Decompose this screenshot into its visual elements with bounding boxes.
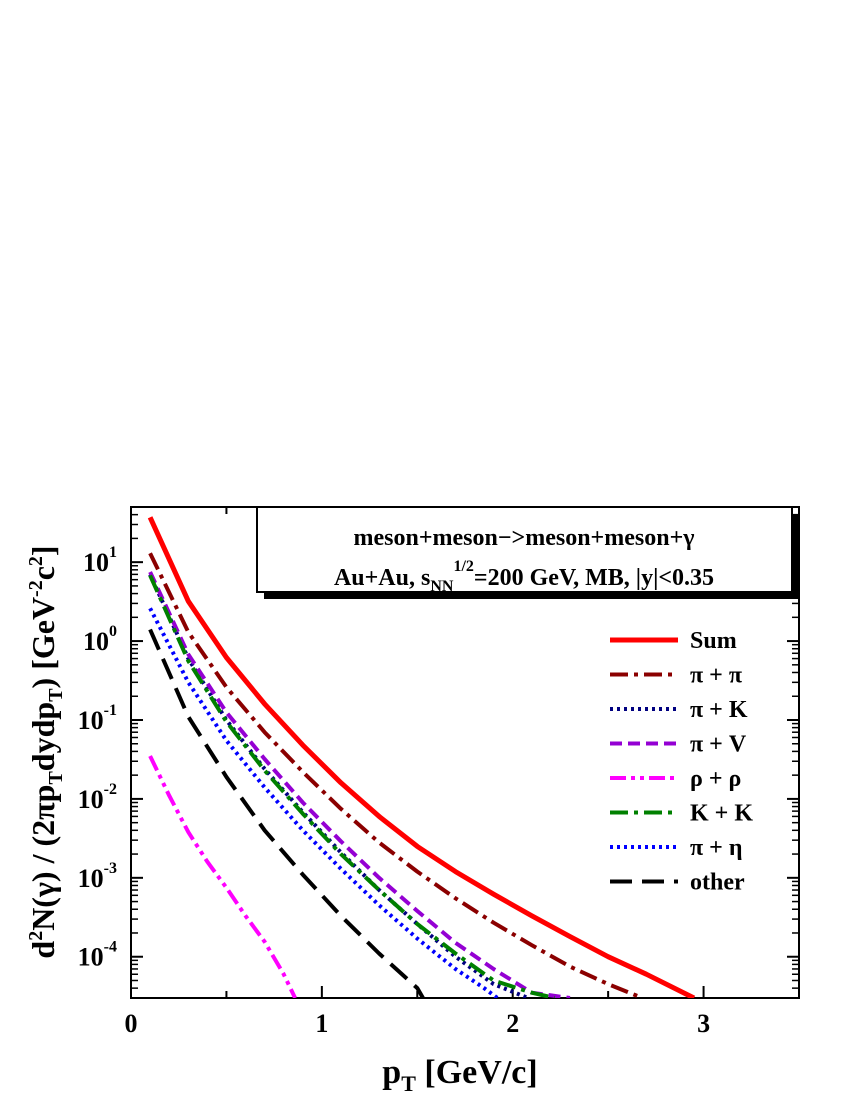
y-tick-label: 10-1 [78,702,117,735]
legend-label-3: π + V [690,732,747,758]
legend: Sum π + π π + K π + V ρ + ρ K + K π + η other [610,628,753,896]
y-tick-label: 10-3 [78,860,117,893]
series-line-7 [148,628,425,998]
legend-label-1: π + π [690,663,742,689]
series-line-0 [147,516,696,998]
series-curves [147,516,696,998]
legend-label-5: K + K [690,801,753,827]
legend-label-2: π + K [690,697,748,723]
series-line-4 [148,755,297,998]
y-tick-label: 100 [83,623,117,656]
x-tick-label: 0 [125,1009,138,1038]
x-axis-label: pT [GeV/c] [382,1054,537,1096]
series-line-2 [148,573,529,998]
legend-label-0: Sum [690,628,737,654]
legend-label-6: π + η [690,835,742,861]
series-line-3 [148,571,571,998]
x-tick-label: 2 [506,1009,519,1038]
y-tick-label: 10-2 [78,781,117,814]
x-tick-label: 1 [315,1009,328,1038]
series-line-1 [148,552,644,998]
series-line-6 [148,607,499,998]
annotation-line1: meson+meson−>meson+meson+γ [354,525,695,551]
y-axis-label: d2N(γ) / (2πpTdydpT) [GeV-2c2] [25,545,67,958]
x-tick-label: 3 [697,1009,710,1038]
annotation-box [256,506,793,593]
y-tick-label: 10-4 [78,939,117,972]
series-line-5 [148,574,556,998]
legend-label-7: other [690,870,745,896]
legend-label-4: ρ + ρ [690,766,741,792]
annotation-line2: Au+Au, sNN1/2=200 GeV, MB, |y|<0.35 [334,558,714,595]
y-tick-label: 101 [83,544,117,577]
